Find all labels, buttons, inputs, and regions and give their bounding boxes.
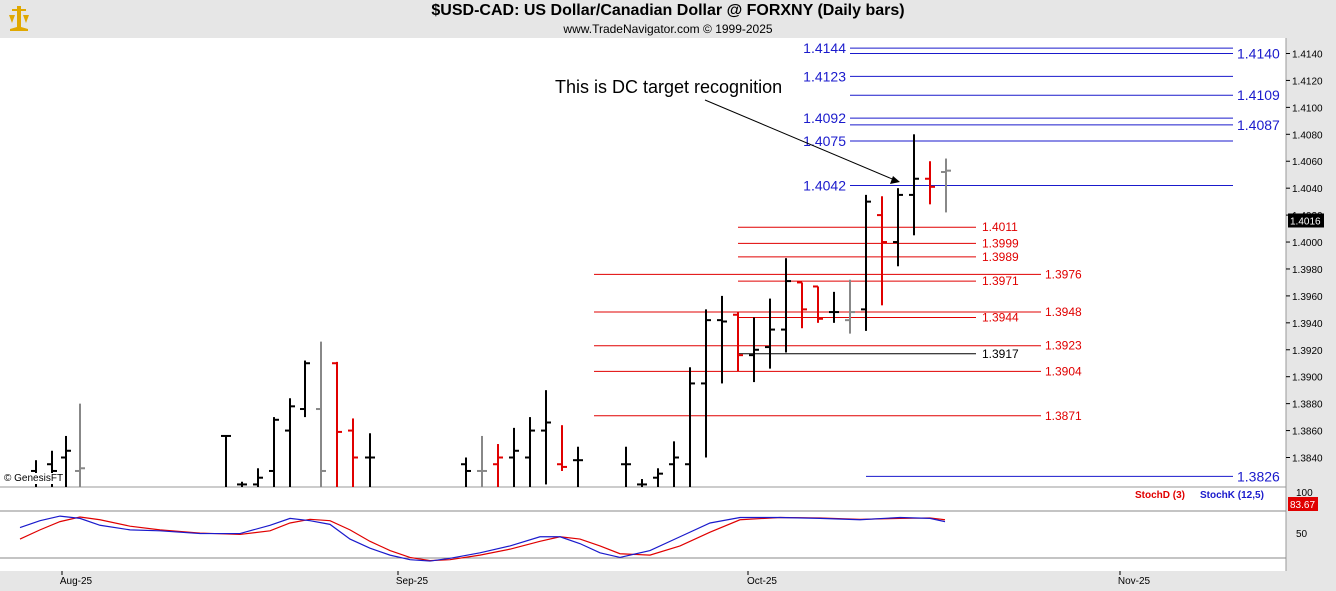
blue-level-label: 1.4140 <box>1237 46 1280 62</box>
logo-icon <box>4 3 34 35</box>
price-tick-label: 1.3960 <box>1292 292 1323 303</box>
price-tick-label: 1.4060 <box>1292 157 1323 168</box>
blue-level-label: 1.4092 <box>803 110 846 126</box>
stoch-value-tag <box>1288 497 1318 511</box>
time-axis <box>0 571 1336 591</box>
price-tick-label: 1.4100 <box>1292 103 1323 114</box>
last-price-label: 1.4016 <box>1290 216 1321 227</box>
price-tick-label: 1.4140 <box>1292 50 1323 61</box>
time-tick-label: Sep-25 <box>396 576 429 587</box>
blue-level-label: 1.4042 <box>803 177 846 193</box>
price-tick-label: 1.3980 <box>1292 265 1323 276</box>
credit-text: © GenesisFT <box>4 473 64 484</box>
red-level-label: 1.3948 <box>1045 305 1082 319</box>
price-tick-label: 1.4040 <box>1292 184 1323 195</box>
time-tick-label: Oct-25 <box>747 576 777 587</box>
time-tick-label: Aug-25 <box>60 576 93 587</box>
price-axis <box>1286 38 1336 571</box>
red-level-label: 1.3976 <box>1045 267 1082 281</box>
price-tick-label: 1.3940 <box>1292 319 1323 330</box>
blue-level-label: 1.4123 <box>803 68 846 84</box>
red-level-label: 1.3999 <box>982 236 1019 250</box>
black-level-label: 1.3917 <box>982 347 1019 361</box>
annotation-text: This is DC target recognition <box>555 77 782 97</box>
copyright-text: www.TradeNavigator.com © 1999-2025 <box>563 22 773 36</box>
chart-header: $USD-CAD: US Dollar/Canadian Dollar @ FO… <box>0 0 1336 38</box>
stoch-k-line <box>19 515 946 562</box>
annotation: This is DC target recognition <box>555 77 900 184</box>
red-level-label: 1.3923 <box>1045 339 1082 353</box>
red-level-label: 1.3971 <box>982 274 1019 288</box>
blue-level-label: 1.4109 <box>1237 87 1280 103</box>
price-tick-label: 1.4000 <box>1292 238 1323 249</box>
red-level-label: 1.3871 <box>1045 409 1082 423</box>
annotation-arrowhead <box>890 176 900 184</box>
axis-labels: 1.3840 1.3860 1.3880 1.3900 1.3920 1.3940 1.39… <box>60 50 1324 587</box>
price-tick-label: 1.3860 <box>1292 427 1323 438</box>
stoch-tick-label: 100 <box>1296 488 1313 499</box>
red-level-label: 1.3944 <box>982 310 1019 324</box>
price-tick-label: 1.3920 <box>1292 346 1323 357</box>
blue-level-label: 1.4075 <box>803 133 846 149</box>
red-level-label: 1.4011 <box>982 220 1018 234</box>
price-tick-label: 1.4080 <box>1292 130 1323 141</box>
annotation-arrow <box>704 99 898 182</box>
stoch-tick-label: 50 <box>1296 529 1308 540</box>
price-bars <box>31 134 951 487</box>
blue-level-label: 1.4087 <box>1237 117 1280 133</box>
blue-level-label: 1.4144 <box>803 40 846 56</box>
price-tick-label: 1.3880 <box>1292 400 1323 411</box>
chart-title: $USD-CAD: US Dollar/Canadian Dollar @ FO… <box>431 2 905 19</box>
blue-level-label: 1.3826 <box>1237 468 1280 484</box>
time-tick-label: Nov-25 <box>1118 576 1151 587</box>
stoch-value-label: 83.67 <box>1290 500 1315 511</box>
target-levels: 1.4144 1.4140 1.4123 1.4109 1.4092 1.4087 1.40… <box>594 40 1280 484</box>
red-level-label: 1.3904 <box>1045 364 1082 378</box>
stoch-d-label: StochD (3) <box>1135 490 1185 501</box>
red-level-label: 1.3989 <box>982 250 1019 264</box>
price-tick-label: 1.3840 <box>1292 454 1323 465</box>
stoch-d-line <box>19 516 946 562</box>
price-tick-label: 1.3900 <box>1292 373 1323 384</box>
price-tick-label: 1.4120 <box>1292 76 1323 87</box>
stoch-k-label: StochK (12,5) <box>1200 490 1264 501</box>
last-price-tag <box>1288 213 1324 228</box>
